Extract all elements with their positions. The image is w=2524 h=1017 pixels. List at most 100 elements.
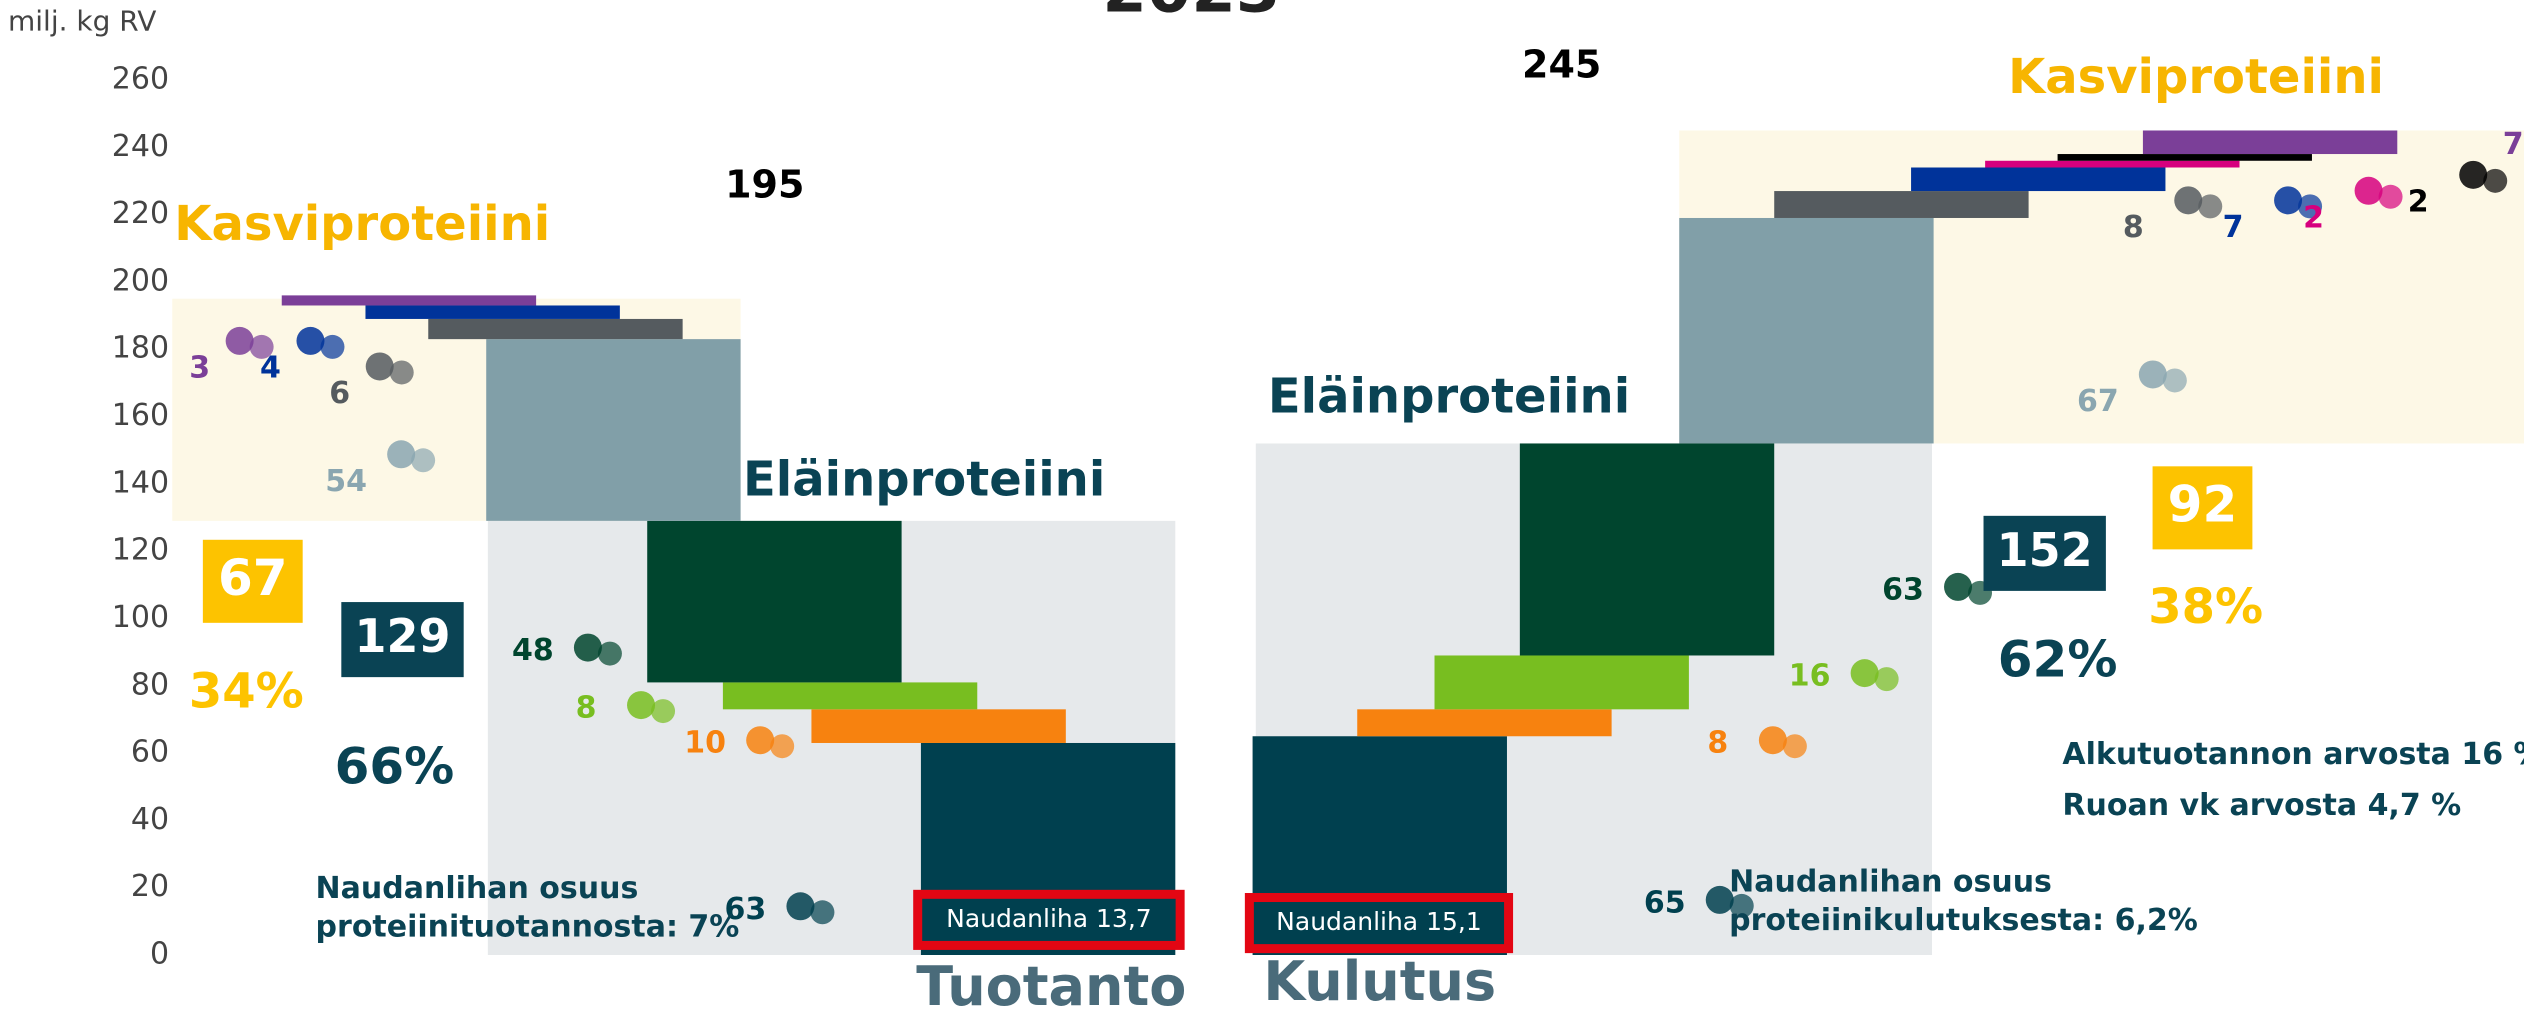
y-tick-label: 260	[112, 62, 169, 97]
icon	[1875, 667, 1899, 691]
plant-share: 34%	[189, 664, 304, 720]
data-label: 7	[2223, 210, 2244, 245]
icon	[1944, 573, 1972, 601]
y-tick-label: 200	[112, 263, 169, 298]
y-tick-label: 220	[112, 196, 169, 231]
chart-title: 2023	[1102, 0, 1280, 28]
icon	[1759, 726, 1787, 754]
bar	[2143, 130, 2397, 154]
icon	[320, 335, 344, 359]
icon	[2198, 194, 2222, 218]
icon	[810, 900, 834, 924]
data-label: 8	[1707, 726, 1728, 761]
panel-name: Kulutus	[1263, 950, 1496, 1013]
y-tick-label: 240	[112, 129, 169, 164]
animal-share: 62%	[1998, 630, 2118, 688]
bar	[1357, 709, 1611, 736]
animal-title: Eläinproteiini	[743, 451, 1105, 507]
icon	[250, 335, 274, 359]
data-label: 63	[1882, 572, 1924, 607]
data-label: 67	[2077, 384, 2119, 419]
y-axis-label: milj. kg RV	[8, 4, 156, 37]
y-tick-label: 100	[112, 600, 169, 635]
panel-name: Tuotanto	[916, 955, 1186, 1017]
plant-total: 67	[218, 549, 288, 607]
beef-note: proteiinikulutuksesta: 6,2%	[1729, 903, 2198, 938]
icon	[746, 726, 774, 754]
beef-note: Naudanlihan osuus	[316, 871, 639, 906]
plant-title: Kasviproteiini	[174, 196, 550, 252]
icon	[296, 327, 324, 355]
icon	[770, 734, 794, 758]
y-tick-label: 60	[131, 735, 169, 770]
data-label: 8	[576, 691, 597, 726]
animal-total: 129	[354, 609, 450, 663]
y-tick-label: 80	[131, 667, 169, 702]
icon	[2483, 169, 2507, 193]
data-label: 65	[1644, 885, 1686, 920]
icon	[2379, 185, 2403, 209]
icon	[2163, 368, 2187, 392]
icon	[651, 699, 675, 723]
data-label: 2	[2408, 184, 2429, 219]
bar	[647, 521, 901, 683]
bar	[1911, 168, 2165, 192]
value-note: Ruoan vk arvosta 4,7 %	[2062, 788, 2461, 823]
y-tick-label: 180	[112, 331, 169, 366]
data-label: 7	[2503, 127, 2524, 162]
bar	[1985, 161, 2239, 168]
icon	[627, 691, 655, 719]
icon	[2355, 177, 2383, 205]
data-label: 6	[329, 376, 350, 411]
data-label: 10	[684, 726, 726, 761]
y-tick-label: 120	[112, 533, 169, 568]
icon	[2459, 161, 2487, 189]
bar	[486, 339, 740, 521]
icon	[1783, 734, 1807, 758]
plant-share: 38%	[2148, 579, 2263, 635]
bar	[2058, 154, 2312, 161]
icon	[2139, 360, 2167, 388]
data-label: 8	[2123, 210, 2144, 245]
data-label: 48	[512, 633, 554, 668]
y-tick-label: 140	[112, 465, 169, 500]
animal-total: 152	[1997, 523, 2093, 577]
icon	[598, 642, 622, 666]
animal-share: 66%	[335, 737, 455, 795]
data-label: 2	[2303, 200, 2324, 235]
icon	[226, 327, 254, 355]
plant-total: 92	[2168, 475, 2238, 533]
bar	[1679, 218, 1933, 443]
data-label: 16	[1789, 659, 1831, 694]
icon	[390, 360, 414, 384]
bar	[428, 319, 682, 339]
data-label: 54	[325, 464, 367, 499]
icon	[786, 892, 814, 920]
bar	[282, 295, 536, 305]
y-tick-label: 40	[131, 802, 169, 837]
beef-note: proteiinituotannosta: 7%	[316, 909, 740, 944]
bar	[1520, 443, 1774, 655]
value-note: Alkutuotannon arvosta 16 %	[2062, 737, 2524, 772]
bar	[723, 682, 977, 709]
bar	[365, 305, 619, 318]
beef-label: Naudanliha 13,7	[946, 904, 1152, 933]
animal-title: Eläinproteiini	[1268, 368, 1630, 424]
beef-note: Naudanlihan osuus	[1729, 865, 2052, 900]
icon	[1851, 659, 1879, 687]
data-label: 3	[189, 350, 210, 385]
bar	[811, 709, 1065, 743]
y-tick-label: 0	[150, 937, 169, 972]
icon	[2274, 186, 2302, 214]
icon	[2174, 186, 2202, 214]
beef-label: Naudanliha 15,1	[1276, 907, 1482, 936]
chart: 2023 milj. kg RV 0 20 40 60 80 100 120 140 160 180 2…	[0, 0, 2524, 1017]
y-tick-label: 20	[131, 869, 169, 904]
icon	[411, 448, 435, 472]
plant-title: Kasviproteiini	[2008, 49, 2384, 105]
icon	[387, 440, 415, 468]
y-tick-label: 160	[112, 398, 169, 433]
icon	[574, 634, 602, 662]
total-label: 195	[725, 162, 804, 206]
total-label: 245	[1522, 43, 1601, 87]
